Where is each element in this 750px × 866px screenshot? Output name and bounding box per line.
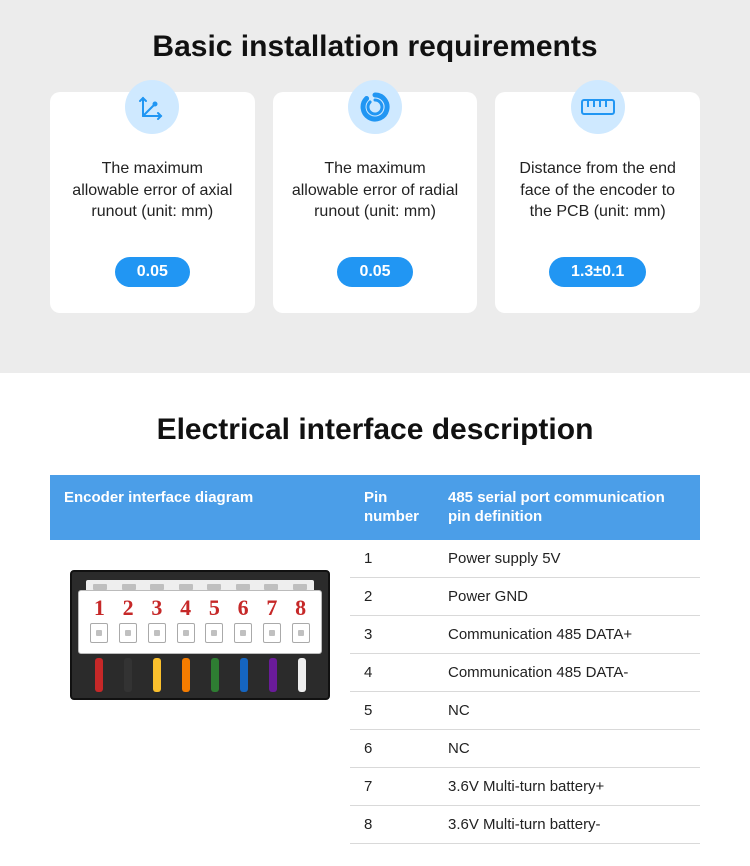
col-def: 485 serial port communication pin defini… <box>434 475 700 541</box>
pin-number: 7 <box>350 768 434 806</box>
pin-definition: 3.6V Multi-turn battery+ <box>434 768 700 806</box>
pin-number: 8 <box>350 806 434 844</box>
ring-icon <box>348 80 402 134</box>
wire <box>95 658 103 692</box>
wire <box>298 658 306 692</box>
card-distance: Distance from the end face of the encode… <box>495 92 700 313</box>
pin-definition: Communication 485 DATA- <box>434 654 700 692</box>
wires <box>78 658 322 692</box>
pin-label: 6 <box>238 595 249 621</box>
pin-definition: Communication 485 DATA+ <box>434 616 700 654</box>
col-pin: Pin number <box>350 475 434 541</box>
pin-label: 3 <box>151 595 162 621</box>
wire <box>240 658 248 692</box>
col-diagram: Encoder interface diagram <box>50 475 350 541</box>
pin-number: 4 <box>350 654 434 692</box>
section2-title: Electrical interface description <box>50 413 700 447</box>
connector-body: 1 2 3 4 5 6 7 8 <box>78 590 322 654</box>
card-distance-value: 1.3±0.1 <box>549 257 646 287</box>
pin-label: 8 <box>295 595 306 621</box>
pin-number: 5 <box>350 692 434 730</box>
pin-number: 3 <box>350 616 434 654</box>
pin-label: 5 <box>209 595 220 621</box>
pin-label: 7 <box>266 595 277 621</box>
connector-diagram: 1 2 3 4 5 6 7 8 <box>70 570 330 700</box>
card-axial-value: 0.05 <box>115 257 190 287</box>
wire <box>182 658 190 692</box>
installation-requirements-section: Basic installation requirements The maxi… <box>0 0 750 373</box>
section1-title: Basic installation requirements <box>50 30 700 64</box>
table-header-row: Encoder interface diagram Pin number 485… <box>50 475 700 541</box>
pin-number: 1 <box>350 540 434 578</box>
wire <box>153 658 161 692</box>
electrical-interface-section: Electrical interface description Encoder… <box>0 373 750 845</box>
card-radial-value: 0.05 <box>337 257 412 287</box>
pin-definition: Power supply 5V <box>434 540 700 578</box>
pin-number: 6 <box>350 730 434 768</box>
pin-definition: 3.6V Multi-turn battery- <box>434 806 700 844</box>
pin-labels: 1 2 3 4 5 6 7 8 <box>85 595 315 621</box>
table-row: 1 2 3 4 5 6 7 8 <box>50 540 700 578</box>
cards-row: The maximum allowable error of axial run… <box>50 92 700 313</box>
pin-label: 4 <box>180 595 191 621</box>
pin-definition: NC <box>434 692 700 730</box>
pin-table: Encoder interface diagram Pin number 485… <box>50 475 700 845</box>
wire <box>269 658 277 692</box>
pin-label: 2 <box>123 595 134 621</box>
card-distance-text: Distance from the end face of the encode… <box>513 158 682 223</box>
pin-label: 1 <box>94 595 105 621</box>
card-radial-text: The maximum allowable error of radial ru… <box>291 158 460 223</box>
card-radial: The maximum allowable error of radial ru… <box>273 92 478 313</box>
wire <box>211 658 219 692</box>
pin-number: 2 <box>350 578 434 616</box>
connector-top <box>86 580 314 590</box>
pin-definition: NC <box>434 730 700 768</box>
card-axial: The maximum allowable error of axial run… <box>50 92 255 313</box>
axis-icon <box>125 80 179 134</box>
pin-slots <box>85 623 315 643</box>
diagram-cell: 1 2 3 4 5 6 7 8 <box>50 540 350 844</box>
wire <box>124 658 132 692</box>
ruler-icon <box>571 80 625 134</box>
pin-definition: Power GND <box>434 578 700 616</box>
card-axial-text: The maximum allowable error of axial run… <box>68 158 237 223</box>
